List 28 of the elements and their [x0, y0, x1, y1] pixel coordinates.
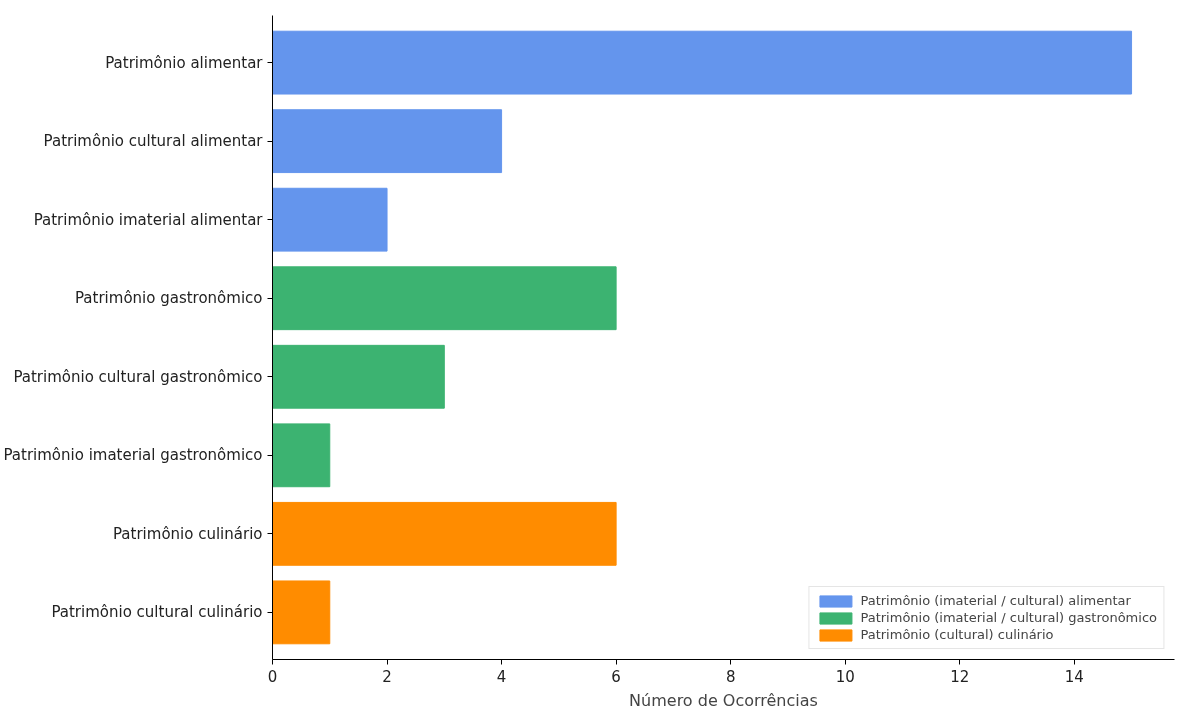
- y-tick-label: Patrimônio cultural gastronômico: [13, 367, 263, 386]
- bar: [272, 187, 388, 252]
- bar: [272, 501, 617, 566]
- bar: [272, 344, 445, 409]
- bar: [272, 423, 331, 488]
- x-tick-label: 14: [1064, 667, 1084, 686]
- y-tick-label: Patrimônio cultural culinário: [51, 603, 263, 622]
- y-tick-label: Patrimônio cultural alimentar: [43, 132, 264, 151]
- bar: [272, 580, 331, 645]
- x-tick-label: 4: [496, 667, 507, 686]
- y-tick-label: Patrimônio culinário: [113, 524, 263, 543]
- x-tick-label: 10: [835, 667, 855, 686]
- bar: [272, 30, 1133, 95]
- x-tick-label: 0: [267, 667, 278, 686]
- x-axis-title: Número de Ocorrências: [629, 690, 818, 710]
- legend-label: Patrimônio (cultural) culinário: [860, 627, 1054, 642]
- x-tick-label: 6: [611, 667, 621, 686]
- y-tick-label: Patrimônio imaterial alimentar: [33, 210, 264, 229]
- legend-label: Patrimônio (imaterial / cultural) gastronômico: [860, 610, 1157, 625]
- bar: [272, 109, 503, 174]
- bar: [272, 266, 617, 331]
- x-tick-label: 12: [950, 667, 970, 686]
- y-tick-label: Patrimônio imaterial gastronômico: [3, 446, 263, 465]
- y-tick-label: Patrimônio gastronômico: [75, 289, 263, 308]
- x-tick-label: 8: [725, 667, 736, 686]
- legend-label: Patrimônio (imaterial / cultural) alimentar: [860, 593, 1131, 608]
- y-tick-label: Patrimônio alimentar: [105, 53, 264, 72]
- x-tick-label: 2: [382, 667, 392, 686]
